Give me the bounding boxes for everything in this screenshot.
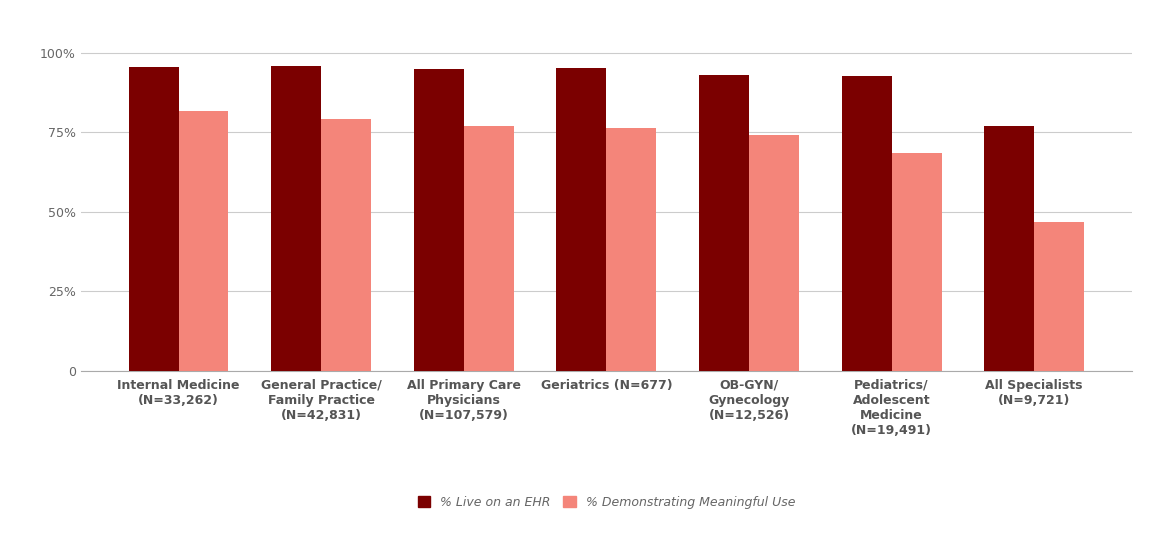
Bar — [748, 135, 799, 371]
Bar — [179, 112, 229, 371]
Bar — [842, 76, 892, 371]
Bar — [464, 126, 514, 371]
Bar — [413, 69, 464, 371]
Bar — [984, 126, 1034, 371]
Bar — [128, 67, 179, 371]
Bar — [271, 66, 321, 371]
Bar — [1034, 222, 1085, 371]
Bar — [892, 153, 941, 371]
Bar — [321, 119, 371, 371]
Bar — [699, 75, 748, 371]
Bar — [606, 128, 656, 371]
Legend: % Live on an EHR, % Demonstrating Meaningful Use: % Live on an EHR, % Demonstrating Meanin… — [418, 495, 795, 508]
Bar — [557, 68, 606, 371]
